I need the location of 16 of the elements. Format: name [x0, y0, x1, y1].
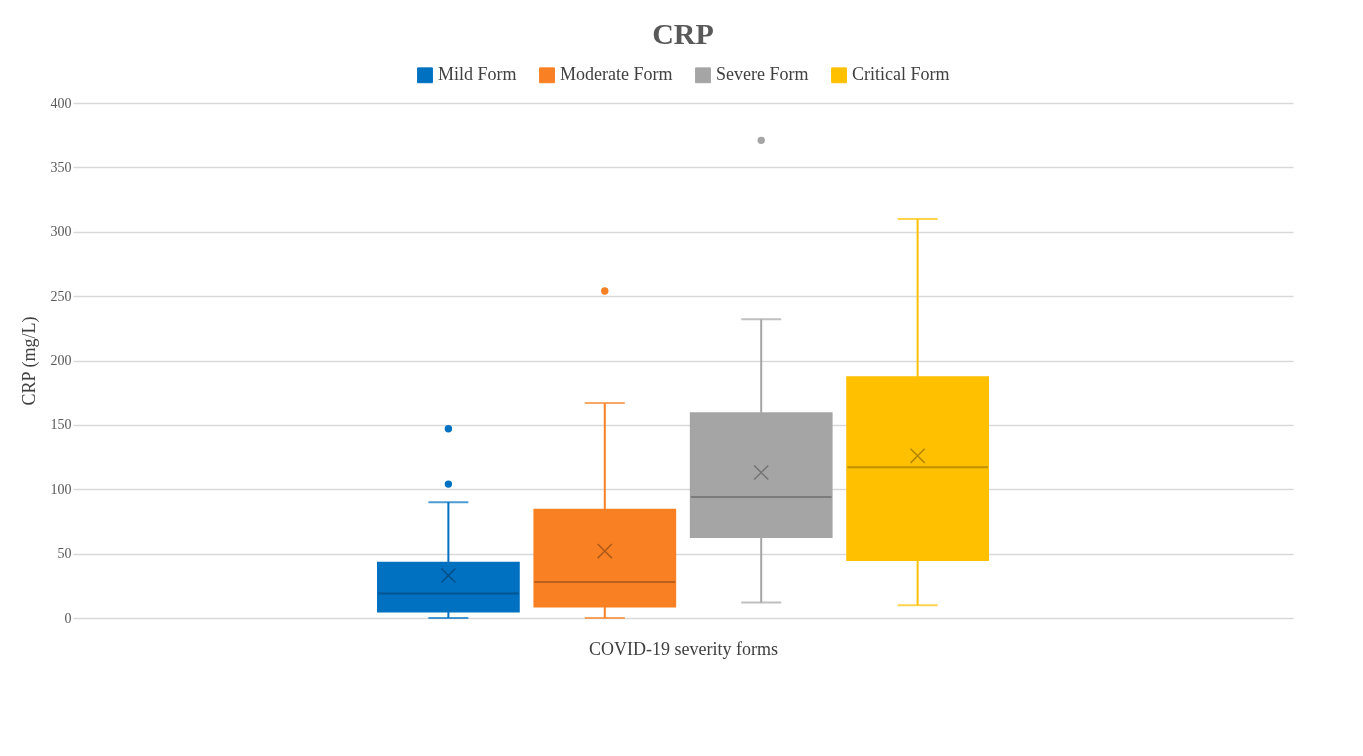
y-axis-title: CRP (mg/L): [18, 316, 40, 406]
y-tick-label: 50: [57, 546, 72, 562]
y-tick-label: 300: [50, 224, 72, 240]
y-tick-label: 350: [50, 159, 72, 175]
x-axis-title: COVID-19 severity forms: [589, 638, 778, 659]
y-tick-label: 150: [50, 417, 72, 433]
y-tick-label: 200: [50, 353, 72, 368]
y-tick-label: 100: [50, 481, 72, 497]
legend-label: Critical Form: [852, 64, 950, 85]
y-tick-label: 400: [50, 95, 72, 111]
y-tick-label: 250: [50, 288, 72, 304]
legend-label: Moderate Form: [560, 64, 673, 85]
chart-title: CRP: [652, 17, 714, 50]
y-tick-label: 0: [64, 610, 72, 626]
legend-label: Severe Form: [716, 64, 809, 85]
legend-label: Mild Form: [438, 64, 517, 85]
